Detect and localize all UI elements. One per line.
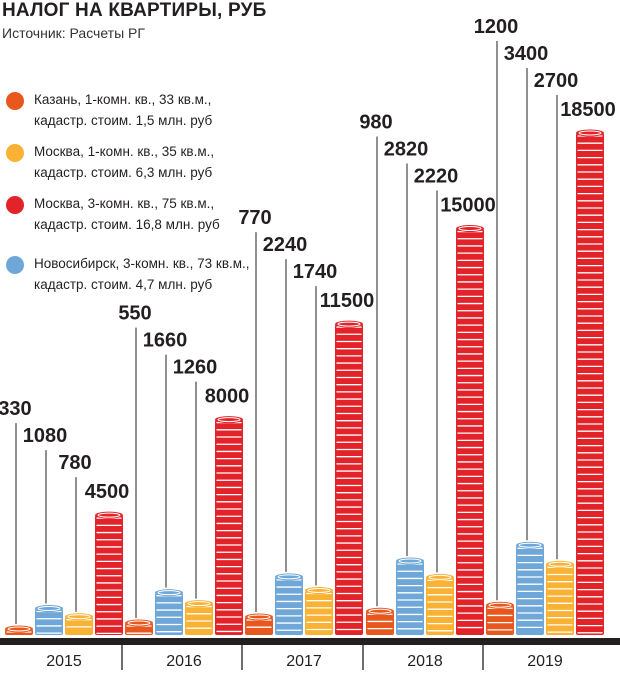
- bar-coin-stack: [305, 587, 333, 635]
- bar-coin-stack: [95, 511, 123, 635]
- bar-coin-stack: [426, 573, 454, 635]
- bar-coin-stack: [486, 601, 514, 635]
- bar-coin-stack: [576, 129, 604, 635]
- bar: [396, 561, 424, 635]
- data-label: 2820: [384, 139, 429, 161]
- x-tick-label: 2015: [46, 653, 82, 670]
- data-label: 15000: [440, 195, 496, 217]
- data-label: 2220: [414, 166, 459, 188]
- legend-label-novosibirsk: Новосибирск, 3-комн. кв., 73 кв.м., када…: [34, 256, 250, 292]
- data-label: 3400: [504, 43, 549, 65]
- bar: [275, 576, 303, 635]
- data-label: 1740: [293, 261, 338, 283]
- bar-coin-stack: [35, 605, 63, 635]
- bar: [305, 590, 333, 635]
- legend-dot-moscow-3room: [6, 196, 24, 214]
- bar-coin-stack: [5, 625, 33, 635]
- bar-coin-stack: [245, 613, 273, 635]
- bar: [35, 608, 63, 635]
- bar-coin-stack: [366, 607, 394, 635]
- data-label: 1260: [173, 357, 218, 379]
- bar-coin-stack: [275, 573, 303, 635]
- bar-coin-stack: [335, 320, 363, 635]
- data-label: 2700: [534, 70, 579, 92]
- legend-dot-kazan: [6, 92, 24, 110]
- bar: [185, 603, 213, 635]
- legend-label-moscow-1room: Москва, 1-комн. кв., 35 кв.м., кадастр. …: [34, 144, 215, 180]
- bar-coin-stack: [546, 560, 574, 635]
- chart-source: Источник: Расчеты РГ: [2, 25, 145, 41]
- bar-coin-stack: [155, 589, 183, 635]
- data-label: 330: [0, 398, 32, 420]
- data-label: 550: [118, 303, 151, 325]
- bar-coin-stack: [185, 600, 213, 635]
- bar: [516, 545, 544, 635]
- bar-coin-stack: [125, 619, 153, 635]
- data-label: 780: [58, 452, 91, 474]
- bar: [486, 605, 514, 635]
- legend-label-moscow-3room: Москва, 3-комн. кв., 75 кв.м., кадастр. …: [34, 196, 220, 232]
- data-label: 980: [359, 112, 392, 134]
- bar-coin-stack: [396, 557, 424, 635]
- legend-dot-moscow-1room: [6, 144, 24, 162]
- bar-coin-stack: [215, 416, 243, 635]
- data-label: 8000: [205, 386, 250, 408]
- data-label: 770: [238, 207, 271, 229]
- x-tick-label: 2016: [166, 653, 202, 670]
- bar-coin-stack: [516, 541, 544, 635]
- data-label: 1660: [143, 330, 188, 352]
- data-label: 2240: [263, 234, 308, 256]
- bar: [65, 616, 93, 635]
- data-label: 4500: [85, 481, 130, 503]
- bar: [245, 616, 273, 635]
- bar: [155, 592, 183, 635]
- bar-coin-stack: [65, 613, 93, 635]
- chart-title: НАЛОГ НА КВАРТИРЫ, РУБ: [2, 0, 267, 21]
- legend-label-kazan: Казань, 1-комн. кв., 33 кв.м., кадастр. …: [34, 92, 213, 128]
- data-label: 11500: [320, 290, 375, 312]
- bar: [426, 577, 454, 635]
- data-label: 1200: [474, 16, 519, 38]
- data-label: 18500: [560, 99, 616, 121]
- x-axis-band: [0, 638, 620, 645]
- x-tick-label: 2017: [286, 653, 322, 670]
- data-label: 1080: [23, 425, 68, 447]
- x-tick-label: 2019: [527, 653, 563, 670]
- legend-dot-novosibirsk: [6, 256, 24, 274]
- bar-coin-stack: [456, 225, 484, 636]
- x-tick-label: 2018: [407, 653, 443, 670]
